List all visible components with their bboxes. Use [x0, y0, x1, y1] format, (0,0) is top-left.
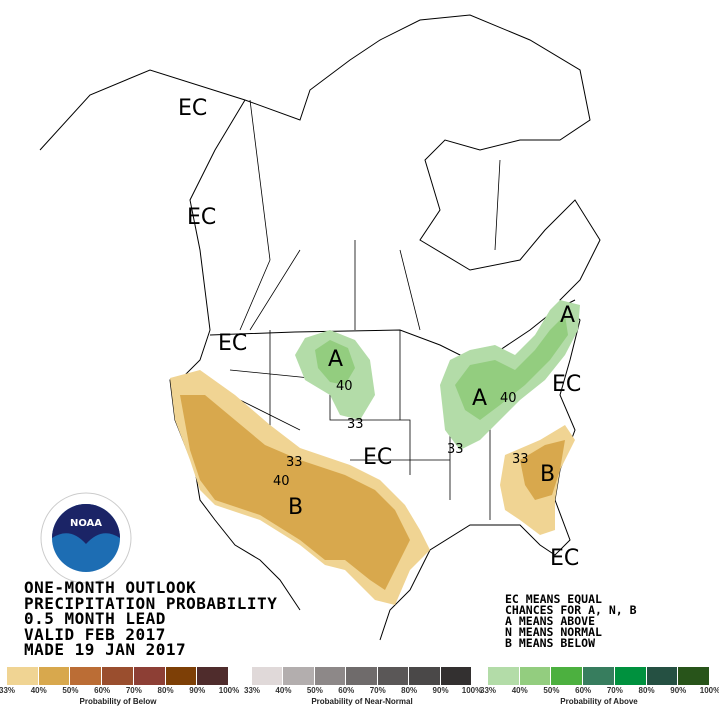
legend-swatch	[646, 667, 679, 685]
legend-tick: 70%	[606, 686, 623, 695]
above-label: A	[328, 347, 343, 372]
above-40-north-central	[315, 340, 355, 385]
contour-label: 33	[347, 417, 364, 432]
made-date: MADE 19 JAN 2017	[24, 640, 187, 659]
map-labels: EC EC EC EC EC EC A A A B B 40 33 33 40 …	[178, 96, 581, 571]
above-40-east	[455, 315, 568, 420]
ec-label: EC	[550, 546, 579, 571]
legend-tick: 90%	[432, 686, 449, 695]
title-line: ONE-MONTH OUTLOOK	[24, 578, 197, 597]
legend-title: Probability of Below	[79, 697, 157, 706]
legend-swatch	[614, 667, 647, 685]
legend-title: Probability of Near-Normal	[311, 697, 413, 706]
ec-label: EC	[178, 96, 207, 121]
title-line: 0.5 MONTH LEAD	[24, 609, 166, 628]
legend-swatch	[409, 667, 441, 685]
legend-swatch	[377, 667, 410, 685]
legend-swatch	[314, 667, 347, 685]
legend-bar	[252, 667, 472, 685]
legend-tick: 60%	[94, 686, 111, 695]
legend-tick: 90%	[670, 686, 687, 695]
legend-swatch	[70, 667, 103, 685]
legend-tick: 40%	[511, 686, 528, 695]
legend-tick: 70%	[369, 686, 386, 695]
contour-label: 40	[273, 474, 290, 489]
legend-tick: 50%	[306, 686, 323, 695]
legend-tick: 100%	[218, 686, 240, 695]
above-probability-areas	[295, 300, 580, 450]
legend-swatch	[252, 667, 284, 685]
outlook-title: ONE-MONTH OUTLOOK PRECIPITATION PROBABILI…	[24, 580, 277, 658]
legend-swatch	[197, 667, 229, 685]
legend-swatch	[133, 667, 166, 685]
legend-tick: 50%	[62, 686, 79, 695]
legend-swatch	[519, 667, 552, 685]
legend-tick: 80%	[157, 686, 174, 695]
outlook-map: EC EC EC EC EC EC A A A B B 40 33 33 40 …	[39, 14, 601, 641]
ec-label: EC	[552, 372, 581, 397]
legend-tick: 80%	[638, 686, 655, 695]
legend-swatch	[165, 667, 198, 685]
legend-swatch	[38, 667, 71, 685]
ec-label: EC	[363, 445, 392, 470]
ec-label: EC	[187, 205, 216, 230]
legend-tick: 40%	[275, 686, 292, 695]
legend-swatch	[583, 667, 615, 685]
legend-tick: 100%	[699, 686, 719, 695]
legend-swatch	[678, 667, 710, 685]
below-probability-areas	[170, 370, 575, 605]
legend-tick: 40%	[30, 686, 47, 695]
legend-swatch	[488, 667, 520, 685]
legend-bar	[488, 667, 710, 685]
legend-swatch	[551, 667, 584, 685]
legend-swatch	[283, 667, 315, 685]
above-label: A	[560, 303, 575, 328]
below-label: B	[288, 495, 303, 520]
coastline	[39, 14, 601, 641]
legend-title: Probability of Above	[560, 697, 638, 706]
legend-tick: 33%	[0, 686, 16, 695]
above-label: A	[472, 386, 487, 411]
contour-label: 33	[512, 452, 529, 467]
legend-tick: 50%	[543, 686, 560, 695]
svg-text:NOAA: NOAA	[70, 518, 102, 529]
legend-swatch	[346, 667, 378, 685]
noaa-logo: NOAA	[40, 492, 132, 584]
states	[229, 99, 501, 520]
contour-label: 33	[286, 455, 303, 470]
ec-label: EC	[218, 331, 247, 356]
west-coast	[169, 99, 301, 611]
legend-tick: 60%	[575, 686, 592, 695]
legend-tick: 100%	[461, 686, 483, 695]
legend-tick: 33%	[243, 686, 261, 695]
legend-swatch	[7, 667, 39, 685]
legend-tick: 60%	[338, 686, 355, 695]
title-line: PRECIPITATION PROBABILITY	[24, 593, 278, 613]
contour-label: 40	[500, 391, 517, 406]
legend-tick: 90%	[189, 686, 206, 695]
legend-swatch	[102, 667, 134, 685]
below-40-southeast	[520, 440, 565, 500]
legend-tick: 80%	[401, 686, 418, 695]
legend-bar	[7, 667, 229, 685]
below-label: B	[540, 462, 555, 487]
valid-date: VALID FEB 2017	[24, 624, 166, 644]
below-40-southwest	[180, 395, 410, 590]
legend-tick: 33%	[479, 686, 497, 695]
contour-label: 40	[336, 379, 353, 394]
contour-label: 33	[447, 442, 464, 457]
legend-tick: 70%	[125, 686, 142, 695]
legend-swatch	[440, 667, 472, 685]
